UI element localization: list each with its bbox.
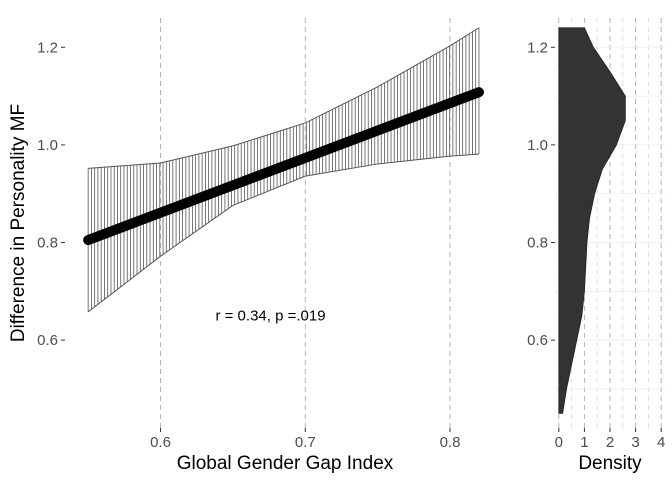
main-x-tick-label: 0.6	[150, 434, 171, 451]
band-upper-edge	[88, 27, 480, 169]
density-x-tick-label: 2	[606, 434, 614, 451]
density-x-tick-label: 3	[631, 434, 639, 451]
density-x-axis-title: Density	[578, 453, 642, 474]
fit-line	[83, 87, 484, 246]
density-y-tick-label: 0.8	[527, 235, 548, 252]
main-x-axis-title: Global Gender Gap Index	[177, 453, 394, 474]
main-y-tick-label: 1.0	[37, 137, 58, 154]
density-x-tick-label: 1	[580, 434, 588, 451]
density-y-tick-label: 1.0	[527, 137, 548, 154]
main-y-tick-label: 0.6	[37, 332, 58, 349]
main-y-tick-label: 0.8	[37, 235, 58, 252]
density-area	[558, 27, 626, 414]
correlation-annotation: r = 0.34, p =.019	[215, 308, 325, 325]
band-lower-edge	[87, 153, 479, 313]
main-y-axis: 0.6 0.8 1.0 1.2	[37, 39, 65, 349]
density-y-tick-label: 0.6	[527, 332, 548, 349]
density-y-tick-label: 1.2	[527, 39, 548, 56]
fit-line-group	[83, 87, 484, 246]
regression-panel: 0.6 0.8 1.0 1.2 0.6 0.7 0.8 r = 0.34, p =.019…	[8, 18, 484, 474]
density-y-axis: 0.6 0.8 1.0 1.2	[527, 39, 555, 349]
density-x-tick-label: 4	[657, 434, 665, 451]
density-x-tick-label: 0	[555, 434, 563, 451]
main-y-tick-label: 1.2	[37, 39, 58, 56]
main-x-tick-label: 0.7	[295, 434, 316, 451]
main-gridlines	[160, 18, 451, 428]
main-x-axis: 0.6 0.7 0.8	[150, 428, 460, 451]
density-area-group	[558, 27, 626, 414]
main-x-tick-label: 0.8	[440, 434, 461, 451]
main-y-axis-title: Difference in Personality MF	[8, 104, 29, 342]
